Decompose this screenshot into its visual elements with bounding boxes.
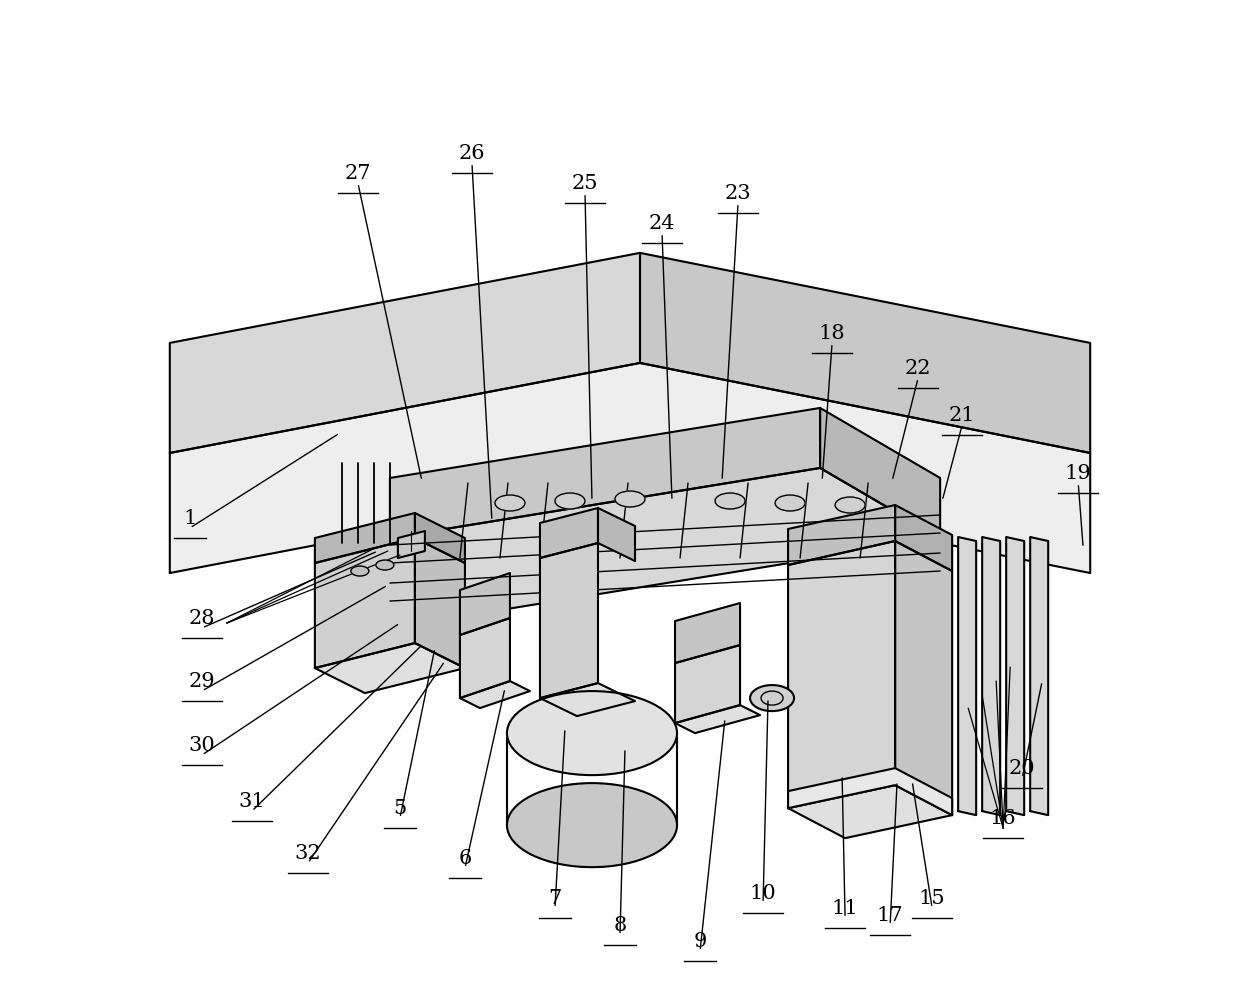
Ellipse shape — [556, 493, 585, 509]
Text: 29: 29 — [188, 672, 215, 691]
Polygon shape — [820, 408, 940, 538]
Text: 16: 16 — [990, 809, 1017, 828]
Polygon shape — [789, 785, 952, 838]
Text: 27: 27 — [345, 164, 371, 183]
Polygon shape — [389, 468, 940, 628]
Text: 18: 18 — [818, 324, 846, 343]
Polygon shape — [789, 769, 952, 815]
Polygon shape — [415, 538, 465, 668]
Text: 23: 23 — [724, 184, 751, 203]
Ellipse shape — [495, 495, 525, 511]
Text: 8: 8 — [614, 916, 626, 936]
Polygon shape — [789, 541, 895, 808]
Polygon shape — [675, 645, 740, 723]
Text: 21: 21 — [949, 406, 976, 425]
Ellipse shape — [715, 493, 745, 509]
Ellipse shape — [351, 566, 368, 576]
Text: 5: 5 — [393, 799, 407, 818]
Text: 30: 30 — [188, 736, 216, 756]
Polygon shape — [539, 543, 598, 698]
Text: 10: 10 — [750, 884, 776, 903]
Polygon shape — [539, 683, 635, 716]
Polygon shape — [959, 537, 976, 815]
Polygon shape — [315, 513, 415, 563]
Text: 32: 32 — [295, 844, 321, 863]
Text: 28: 28 — [188, 609, 215, 628]
Text: 17: 17 — [877, 906, 904, 926]
Text: 26: 26 — [459, 144, 485, 163]
Text: 24: 24 — [649, 214, 676, 232]
Polygon shape — [675, 705, 760, 733]
Text: 6: 6 — [459, 849, 471, 868]
Polygon shape — [982, 537, 1001, 815]
Ellipse shape — [507, 783, 677, 867]
Text: 22: 22 — [905, 359, 931, 378]
Polygon shape — [539, 508, 598, 558]
Polygon shape — [640, 253, 1090, 453]
Text: 7: 7 — [548, 889, 562, 908]
Ellipse shape — [835, 497, 866, 513]
Polygon shape — [895, 541, 952, 815]
Text: 11: 11 — [832, 899, 858, 918]
Polygon shape — [315, 643, 465, 693]
Polygon shape — [789, 505, 895, 565]
Text: 19: 19 — [1065, 464, 1091, 483]
Ellipse shape — [615, 491, 645, 507]
Text: 1: 1 — [184, 509, 196, 528]
Polygon shape — [315, 538, 415, 668]
Polygon shape — [460, 618, 510, 698]
Text: 9: 9 — [693, 933, 707, 952]
Text: 15: 15 — [919, 889, 945, 908]
Polygon shape — [460, 681, 529, 708]
Polygon shape — [675, 603, 740, 663]
Polygon shape — [1006, 537, 1024, 815]
Polygon shape — [170, 363, 1090, 573]
Polygon shape — [1030, 537, 1048, 815]
Polygon shape — [460, 573, 510, 635]
Ellipse shape — [376, 560, 394, 570]
Polygon shape — [415, 513, 465, 563]
Text: 25: 25 — [572, 174, 598, 193]
Polygon shape — [389, 408, 820, 538]
Polygon shape — [598, 508, 635, 561]
Ellipse shape — [750, 685, 794, 711]
Polygon shape — [398, 531, 425, 558]
Text: 31: 31 — [238, 792, 265, 811]
Polygon shape — [170, 253, 640, 453]
Ellipse shape — [775, 495, 805, 511]
Polygon shape — [895, 505, 952, 571]
Ellipse shape — [507, 691, 677, 775]
Text: 20: 20 — [1009, 760, 1035, 778]
